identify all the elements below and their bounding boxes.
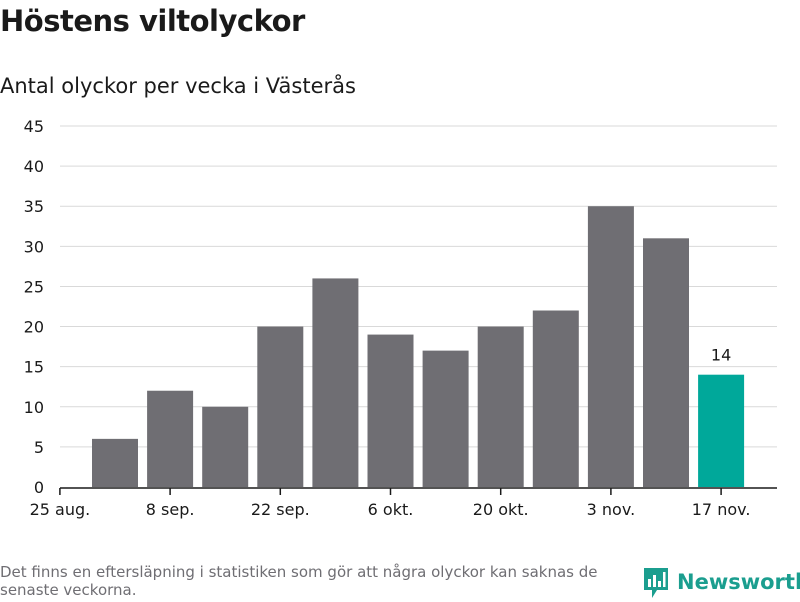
bar [147,390,194,487]
x-tick-label: 25 aug. [30,500,91,519]
y-tick-label: 30 [24,237,44,256]
x-tick-label: 3 nov. [587,500,636,519]
bar [312,278,359,487]
newsworthy-logo-icon [644,568,668,598]
y-tick-label: 0 [34,478,44,497]
chart-subtitle: Antal olyckor per vecka i Västerås [0,74,356,98]
data-label: 14 [711,346,731,365]
newsworthy-brand[interactable]: Newsworthy [644,568,800,602]
bar [202,406,249,487]
footnote: Det finns en eftersläpning i statistiken… [0,563,598,599]
y-tick-label: 20 [24,318,44,337]
bar [698,374,745,487]
x-tick-label: 17 nov. [692,500,751,519]
y-tick-label: 5 [34,438,44,457]
x-tick-label: 8 sep. [146,500,195,519]
x-tick-label: 6 okt. [368,500,414,519]
bar [532,310,579,487]
brand-name: Newsworthy [677,570,800,594]
y-tick-label: 35 [24,197,44,216]
bar [367,334,414,487]
x-tick-label: 22 sep. [251,500,310,519]
bar [587,206,634,487]
chart-title: Höstens viltolyckor [0,4,305,38]
y-tick-label: 25 [24,277,44,296]
y-tick-label: 15 [24,358,44,377]
y-tick-label: 45 [24,117,44,136]
bar [257,326,304,487]
y-tick-label: 40 [24,157,44,176]
bar-chart: 0 5 10 15 20 25 30 35 40 45 14 25 aug. 8 sep. 22 sep.… [24,117,777,519]
x-tick-label: 20 okt. [473,500,529,519]
bar [422,350,469,487]
bar [92,438,138,487]
bar [477,326,524,487]
bar [643,238,689,487]
y-tick-label: 10 [24,398,44,417]
